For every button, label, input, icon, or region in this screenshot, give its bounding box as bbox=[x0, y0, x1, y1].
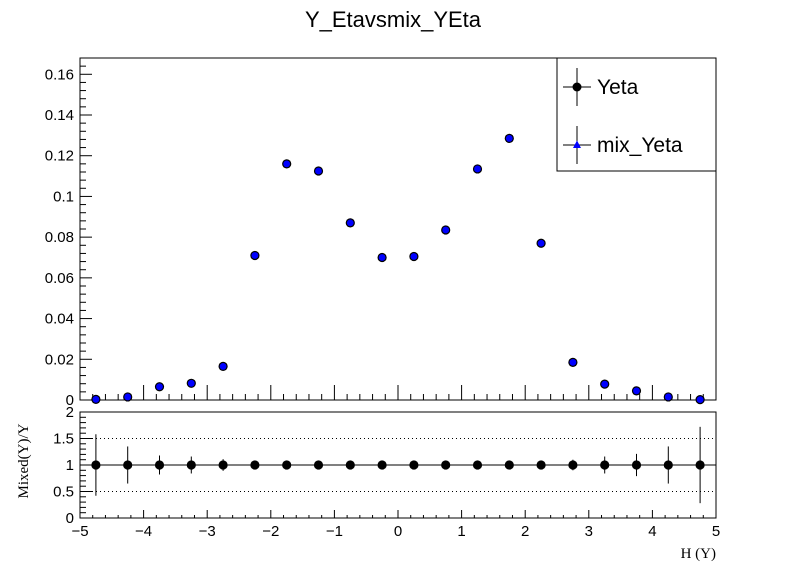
legend-box bbox=[556, 57, 717, 172]
top-plot: 0 0.02 0.04 0.06 0.08 0.1 0.12 0.14 0.16 bbox=[45, 57, 717, 409]
x-tick-label: −1 bbox=[326, 523, 343, 540]
ratio-point bbox=[91, 460, 101, 470]
x-axis-label: H (Y) bbox=[681, 546, 716, 562]
y-tick-label: 0.12 bbox=[45, 148, 74, 165]
point-mix-yeta bbox=[92, 395, 100, 403]
x-tick-label: 1 bbox=[457, 523, 465, 540]
y-tick-label: 0.04 bbox=[45, 311, 74, 328]
ratio-point bbox=[345, 460, 355, 470]
point-mix-yeta bbox=[442, 226, 450, 234]
y-tick-label: 0.1 bbox=[53, 188, 74, 205]
legend-entry-yeta: Yeta bbox=[563, 68, 639, 106]
point-mix-yeta bbox=[633, 387, 640, 395]
point-mix-yeta bbox=[219, 363, 227, 370]
ratio-point bbox=[472, 460, 483, 470]
x-tick-label: 2 bbox=[521, 523, 529, 540]
point-mix-yeta bbox=[696, 396, 704, 403]
legend: Yeta mix_Yeta bbox=[556, 57, 717, 172]
ratio-point bbox=[250, 460, 260, 470]
point-mix-yeta bbox=[664, 393, 672, 401]
point-mix-yeta bbox=[378, 254, 386, 261]
x-tick-label: −3 bbox=[199, 523, 216, 540]
ratio-point bbox=[504, 460, 514, 470]
point-mix-yeta bbox=[505, 135, 513, 142]
ratio-point bbox=[123, 460, 133, 470]
ratio-point bbox=[218, 460, 228, 470]
point-mix-yeta bbox=[537, 239, 545, 247]
ratio-y-tick-label: 1.5 bbox=[53, 431, 74, 448]
ratio-point bbox=[186, 460, 196, 470]
ratio-point bbox=[377, 460, 387, 470]
legend-yeta-marker bbox=[572, 82, 582, 92]
x-tick-label: 3 bbox=[585, 523, 593, 540]
ratio-point bbox=[600, 460, 610, 470]
y-tick-label: 0 bbox=[66, 392, 74, 409]
point-mix-yeta bbox=[283, 160, 291, 168]
x-tick-label: 0 bbox=[394, 523, 402, 540]
x-tick-label: −4 bbox=[135, 523, 152, 540]
x-tick-label: 4 bbox=[648, 523, 656, 540]
y-tick-label: 0.14 bbox=[45, 107, 74, 124]
ratio-point bbox=[536, 460, 546, 470]
legend-mix-yeta-label: mix_Yeta bbox=[597, 134, 683, 157]
ratio-point bbox=[313, 460, 324, 470]
chart-title: Y_Etavsmix_YEta bbox=[305, 7, 482, 32]
ratio-y-tick-label: 1 bbox=[66, 457, 74, 474]
y-tick-label: 0.02 bbox=[45, 351, 74, 368]
point-mix-yeta bbox=[474, 165, 481, 173]
ratio-point bbox=[282, 460, 292, 470]
y-tick-label: 0.16 bbox=[45, 66, 74, 83]
point-mix-yeta bbox=[410, 253, 418, 260]
ratio-y-tick-label: 2 bbox=[66, 404, 74, 421]
point-mix-yeta bbox=[601, 380, 609, 388]
point-mix-yeta bbox=[315, 167, 322, 175]
legend-entry-mix-yeta: mix_Yeta bbox=[563, 126, 683, 164]
ratio-plot: 0 0.5 1 1.5 2 −5 −4 −3 −2 −1 0 1 2 3 4 5 bbox=[53, 404, 720, 540]
ratio-point bbox=[441, 460, 451, 470]
x-tick-label: −2 bbox=[262, 523, 279, 540]
point-mix-yeta bbox=[569, 358, 577, 366]
ratio-y-tick-label: 0 bbox=[66, 510, 74, 527]
y-tick-label: 0.08 bbox=[45, 229, 74, 246]
ratio-point bbox=[568, 460, 578, 470]
point-mix-yeta bbox=[251, 252, 259, 259]
x-tick-label: −5 bbox=[71, 523, 88, 540]
y-tick-label: 0.06 bbox=[45, 270, 74, 287]
point-mix-yeta bbox=[124, 393, 132, 401]
point-mix-yeta bbox=[346, 219, 354, 227]
legend-yeta-label: Yeta bbox=[597, 76, 639, 99]
ratio-point bbox=[409, 460, 419, 470]
ratio-point bbox=[663, 460, 673, 470]
ratio-y-tick-label: 0.5 bbox=[53, 484, 74, 501]
ratio-point bbox=[154, 460, 165, 470]
point-mix-yeta bbox=[187, 379, 195, 387]
ratio-point bbox=[695, 460, 705, 470]
y-axis-label: Mixed(Y)/Y bbox=[16, 423, 32, 498]
ratio-point bbox=[631, 460, 642, 470]
legend-mix-yeta-marker bbox=[573, 140, 581, 148]
point-mix-yeta bbox=[156, 383, 163, 391]
x-tick-label: 5 bbox=[712, 523, 720, 540]
